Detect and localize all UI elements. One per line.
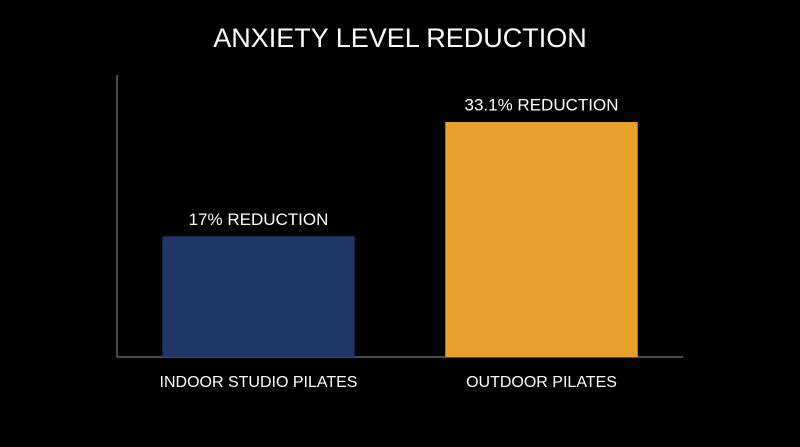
value-label: 33.1% REDUCTION <box>465 95 619 114</box>
bar <box>445 121 638 358</box>
bar <box>162 236 355 357</box>
value-label: 17% REDUCTION <box>189 210 329 229</box>
chart-title: ANXIETY LEVEL REDUCTION <box>213 23 587 53</box>
x-tick-label: INDOOR STUDIO PILATES <box>160 374 358 391</box>
x-tick-label: OUTDOOR PILATES <box>466 374 617 391</box>
